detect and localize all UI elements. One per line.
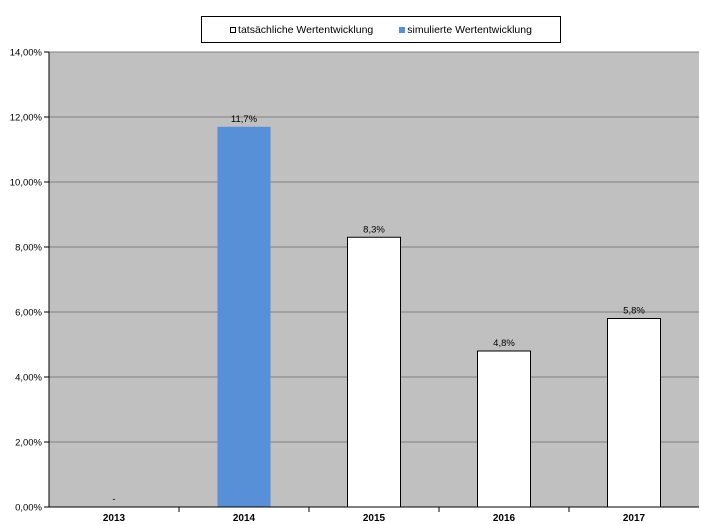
x-tick-label: 2013 — [103, 513, 126, 524]
chart-legend: tatsächliche Wertentwicklung simulierte … — [201, 16, 561, 43]
y-tick-label: 12,00% — [10, 113, 43, 124]
legend-label-simulated: simulierte Wertentwicklung — [407, 23, 532, 36]
x-tick-label: 2017 — [623, 513, 646, 524]
data-label-2017: 5,8% — [623, 306, 645, 317]
y-tick-label: 4,00% — [15, 373, 42, 384]
y-tick-label: 10,00% — [10, 178, 43, 189]
y-tick-label: 0,00% — [15, 503, 42, 514]
legend-entry-simulated: simulierte Wertentwicklung — [399, 24, 532, 36]
y-tick-label: 14,00% — [10, 48, 43, 59]
legend-label-actual: tatsächliche Wertentwicklung — [238, 23, 374, 36]
data-label-2015: 8,3% — [363, 224, 385, 235]
data-label-2014: 11,7% — [231, 114, 258, 125]
bar-2016 — [477, 350, 531, 508]
x-tick-label: 2016 — [493, 513, 516, 524]
legend-entry-actual: tatsächliche Wertentwicklung — [230, 24, 373, 36]
bar-2014 — [217, 126, 271, 507]
y-tick-label: 2,00% — [15, 438, 42, 449]
bar-2015 — [347, 236, 401, 508]
bar-2017 — [607, 318, 661, 508]
data-label-2016: 4,8% — [493, 338, 515, 349]
x-tick-label: 2014 — [233, 513, 256, 524]
y-tick-label: 6,00% — [15, 308, 42, 319]
x-tick-label: 2015 — [363, 513, 386, 524]
legend-swatch-actual — [230, 26, 237, 33]
legend-swatch-simulated — [399, 26, 406, 33]
data-label-2013: - — [112, 494, 115, 505]
y-tick-label: 8,00% — [15, 243, 42, 254]
